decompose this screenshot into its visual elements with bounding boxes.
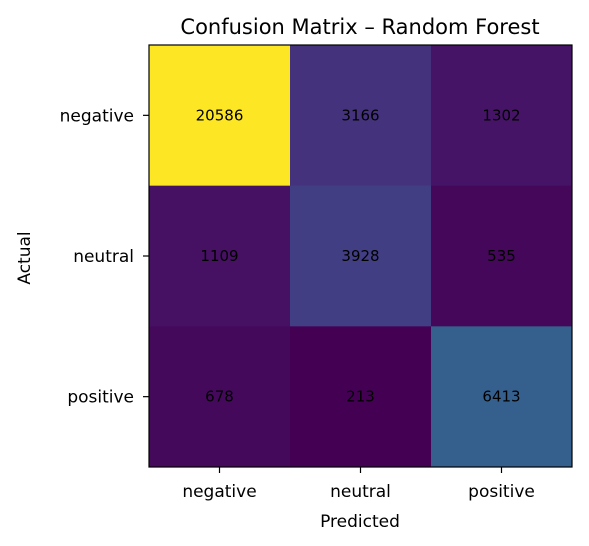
y-tick-label: negative (60, 106, 134, 126)
x-axis-label: Predicted (320, 512, 400, 532)
heatmap-cell (149, 326, 291, 468)
x-tick-label: positive (468, 482, 535, 502)
x-axis-ticks: negative neutral positive (182, 467, 535, 502)
heatmap-cell (290, 326, 432, 468)
cell-value-label: 535 (487, 247, 516, 265)
cell-value-label: 213 (346, 388, 375, 406)
heatmap-cell (431, 45, 573, 187)
y-tick-label: neutral (73, 247, 134, 267)
heatmap-cells (149, 45, 573, 468)
cell-value-label: 3166 (341, 106, 379, 124)
y-tick-label: positive (67, 388, 134, 408)
y-axis-label: Actual (15, 231, 35, 284)
chart-title: Confusion Matrix – Random Forest (180, 15, 539, 39)
cell-value-label: 20586 (196, 106, 244, 124)
heatmap-cell (149, 185, 291, 327)
x-tick-label: negative (182, 482, 256, 502)
heatmap-cell (290, 185, 432, 327)
cell-value-label: 678 (205, 388, 234, 406)
cell-value-label: 1302 (482, 106, 520, 124)
x-tick-label: neutral (330, 482, 391, 502)
cell-value-label: 3928 (341, 247, 379, 265)
cell-value-labels: 20586 3166 1302 1109 3928 535 678 213 6413 (196, 106, 521, 405)
y-axis-ticks: negative neutral positive (60, 106, 149, 408)
heatmap-cell (431, 326, 573, 468)
heatmap-cell (290, 45, 432, 187)
heatmap-cell (431, 185, 573, 327)
cell-value-label: 6413 (482, 388, 520, 406)
heatmap-cell (149, 45, 291, 187)
cell-value-label: 1109 (200, 247, 238, 265)
